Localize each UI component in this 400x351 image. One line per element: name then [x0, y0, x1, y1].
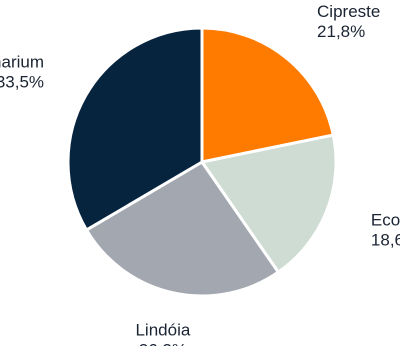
pie-slice-cenarium [66, 26, 204, 232]
slice-label-ecoville: Ecoville18,6% [371, 211, 400, 250]
slice-percent-label: 33,5% [0, 73, 44, 92]
slices-layer [66, 26, 338, 298]
slice-category-label: Cipreste [317, 2, 380, 21]
slice-percent-label: 18,6% [371, 231, 400, 250]
slice-label-lindoia: Lindóia26,2% [135, 321, 190, 351]
pie-slice-lindoia [85, 160, 280, 298]
slice-percent-label: 26,2% [139, 341, 187, 346]
slice-percent-label: 21,8% [317, 22, 365, 41]
pie-slice-ecoville [200, 133, 338, 274]
pie-slice-cipreste [200, 26, 335, 164]
slice-category-label: Lindóia [135, 321, 190, 340]
slice-label-cenarium: Cenarium33,5% [0, 53, 44, 92]
slice-category-label: Ecoville [371, 211, 400, 230]
slice-category-label: Cenarium [0, 53, 44, 72]
